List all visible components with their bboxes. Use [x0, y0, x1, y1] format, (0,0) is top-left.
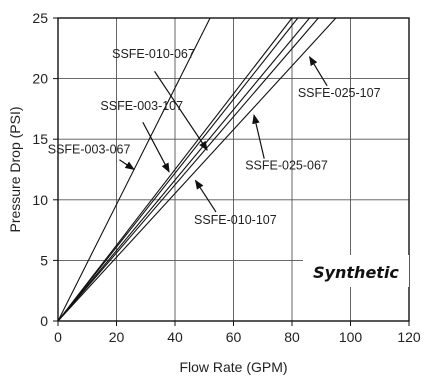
annotation-arrow [252, 114, 265, 159]
x-axis-title: Flow Rate (GPM) [179, 359, 287, 375]
series-line [57, 17, 293, 322]
series-label: SSFE-010-107 [194, 213, 277, 227]
x-tick-label: 40 [167, 329, 183, 345]
y-tick-label: 10 [32, 192, 48, 208]
annotation-arrow [154, 70, 208, 151]
series-label: SSFE-003-067 [48, 143, 131, 157]
y-tick-label: 5 [40, 252, 48, 268]
synthetic-badge-background [303, 255, 409, 287]
y-tick-label: 15 [32, 131, 48, 147]
annotation-arrow [119, 159, 135, 171]
series-label: SSFE-003-107 [100, 99, 183, 113]
y-tick-label: 25 [32, 10, 48, 26]
synthetic-badge-text: Synthetic [313, 263, 399, 282]
x-tick-label: 60 [226, 329, 242, 345]
y-tick-label: 20 [32, 71, 48, 87]
y-tick-label: 0 [40, 313, 48, 329]
y-axis-title: Pressure Drop (PSI) [7, 106, 23, 232]
x-tick-label: 20 [109, 329, 125, 345]
series-line [57, 17, 299, 322]
annotation-arrow [194, 179, 217, 213]
y-axis-ticks: 0 5 10 15 20 25 [32, 10, 58, 329]
x-tick-label: 120 [397, 329, 421, 345]
x-tick-label: 100 [339, 329, 363, 345]
series-line [57, 17, 319, 322]
series-line [57, 17, 337, 322]
x-tick-label: 80 [284, 329, 300, 345]
series-label: SSFE-010-067 [112, 47, 195, 61]
synthetic-badge: Synthetic [303, 255, 409, 287]
series-label: SSFE-025-107 [298, 86, 381, 100]
series-label: SSFE-025-067 [245, 159, 328, 173]
series-line [57, 17, 310, 322]
annotation-arrow [142, 121, 170, 173]
annotations: SSFE-010-067 SSFE-003-107 SSFE-003-067 SSFE… [48, 47, 381, 227]
x-tick-label: 0 [54, 329, 62, 345]
annotation-arrow [309, 55, 328, 87]
x-axis-ticks: 0 20 40 60 80 100 120 [54, 321, 421, 345]
